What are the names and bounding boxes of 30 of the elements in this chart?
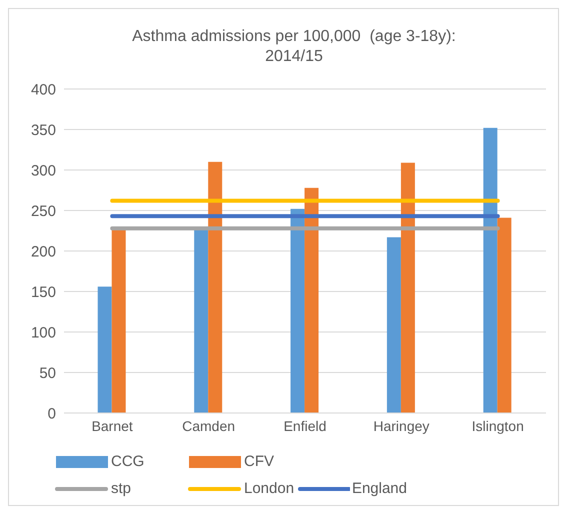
y-tick-label: 300 [30, 162, 56, 180]
bar [290, 208, 305, 413]
legend-label: London [244, 480, 294, 497]
y-tick-label: 0 [48, 405, 56, 422]
y-tick-label: 150 [30, 284, 56, 301]
x-tick-label: Barnet [92, 418, 133, 434]
bar [112, 229, 126, 413]
y-tick-label: 400 [30, 81, 56, 98]
legend-label: England [352, 480, 407, 497]
y-tick-label: 350 [30, 122, 56, 139]
y-tick-label: 50 [39, 364, 56, 382]
bar [497, 218, 512, 413]
y-tick-label: 200 [30, 243, 56, 260]
bar [400, 162, 415, 413]
legend-label: CCG [111, 453, 144, 470]
legend-label: stp [111, 480, 132, 497]
chart-title: Asthma admissions per 100,000 (age 3-18y): 2014/15 [131, 27, 457, 67]
bar [98, 286, 112, 413]
bar [208, 162, 222, 413]
bar [386, 237, 401, 413]
x-tick-label: Enfield [284, 418, 326, 434]
x-tick-label: Camden [182, 418, 236, 434]
y-tick-label: 250 [30, 202, 56, 220]
legend-label: CFV [244, 453, 274, 470]
bar [194, 229, 208, 413]
bar [304, 188, 319, 413]
x-tick-label: Haringey [373, 418, 430, 434]
x-tick-label: Islington [472, 418, 524, 434]
bar [483, 128, 498, 413]
y-tick-label: 100 [30, 324, 56, 342]
